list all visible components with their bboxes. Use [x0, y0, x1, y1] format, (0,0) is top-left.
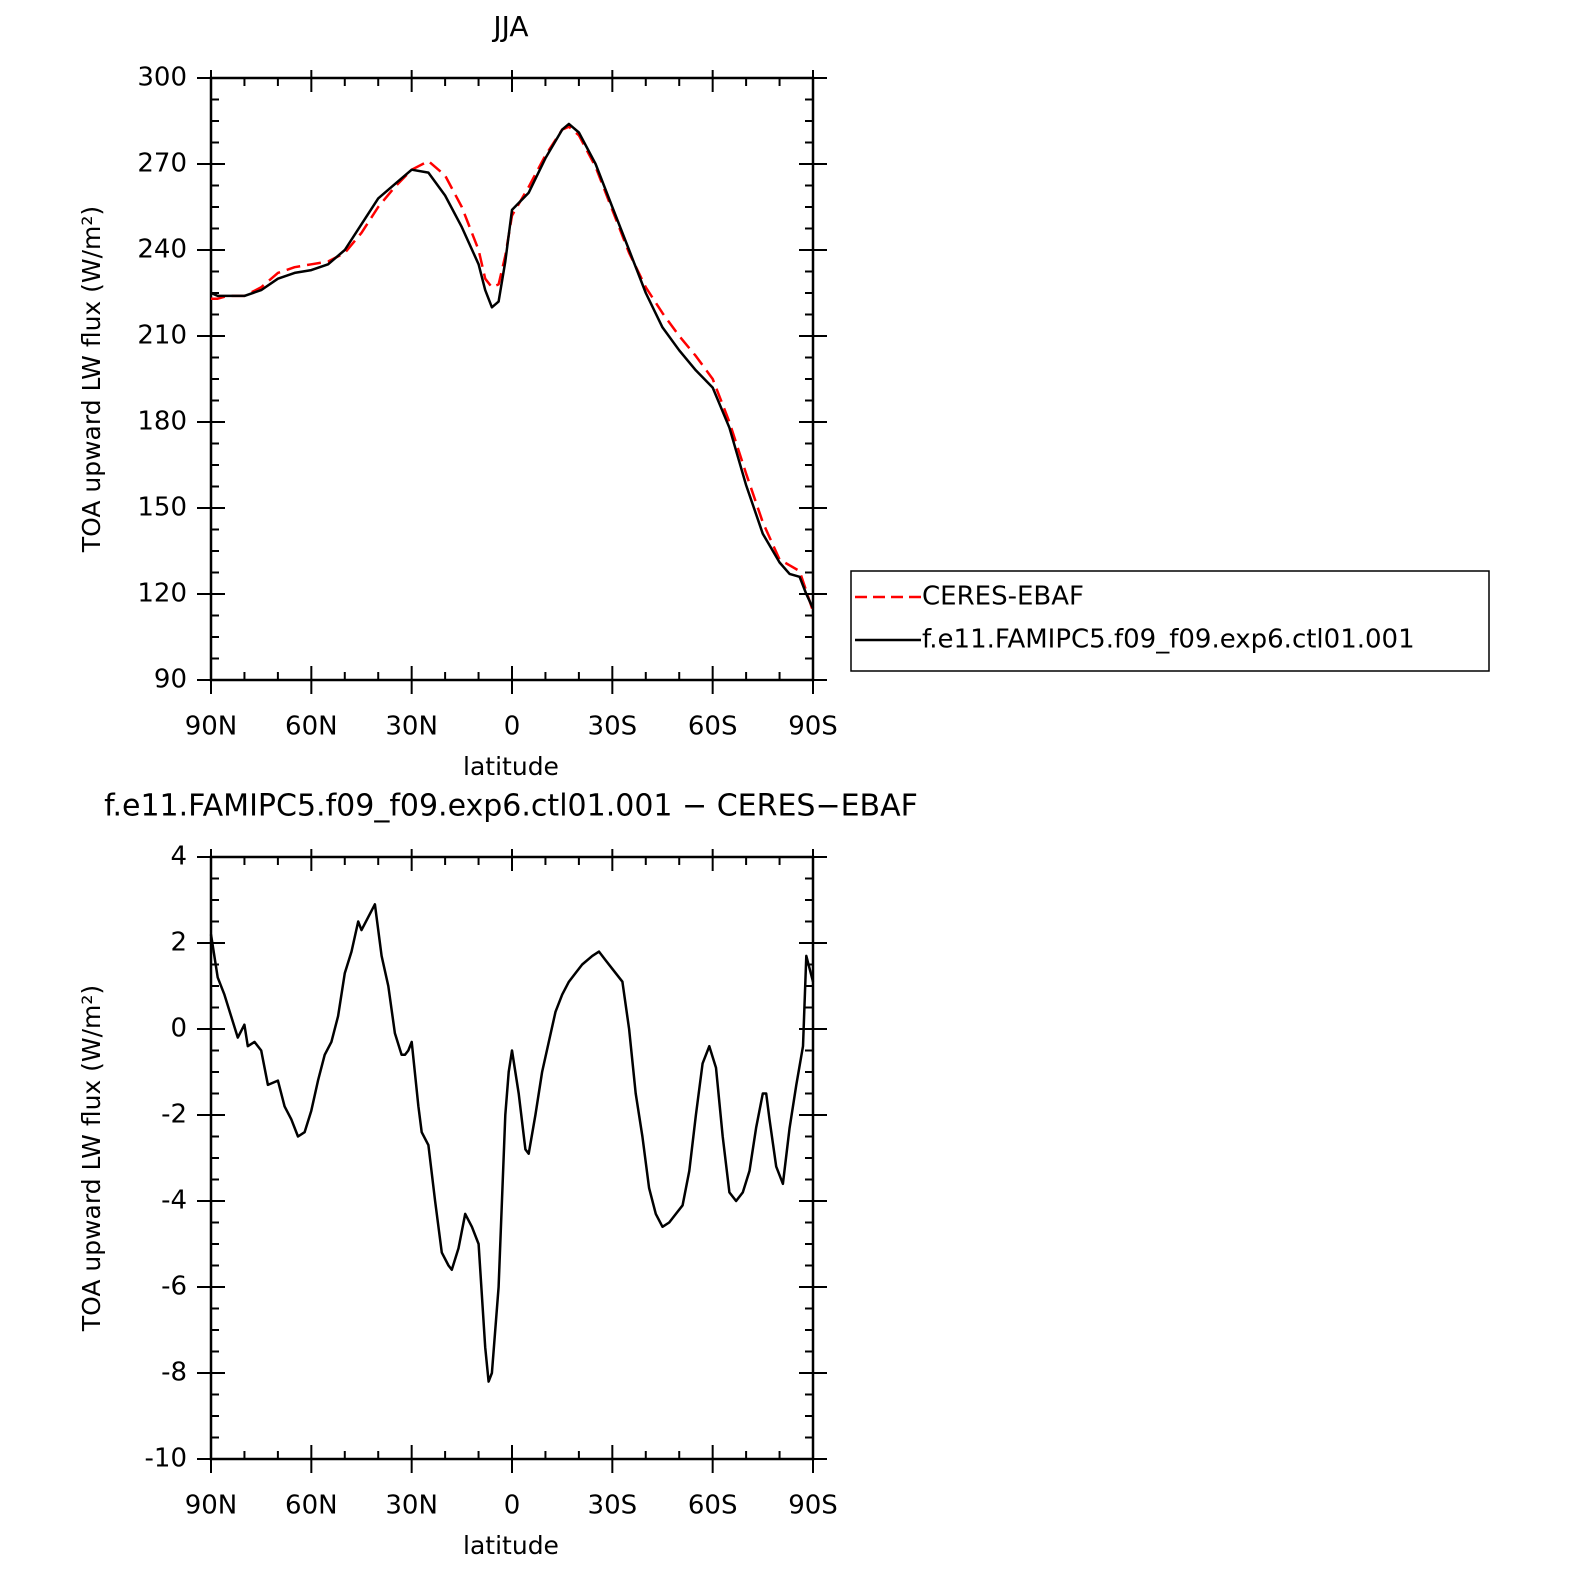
y-tick-label: -4: [161, 1186, 187, 1216]
y-tick-label: 180: [137, 407, 187, 437]
x-tick-label: 90S: [788, 712, 838, 742]
x-tick-label: 90N: [185, 1491, 238, 1521]
y-tick-label: -8: [161, 1358, 187, 1388]
y-tick-label: 2: [170, 928, 187, 958]
x-axis-label: latitude: [463, 1531, 559, 1560]
plot-frame: [209, 855, 815, 1461]
y-tick-label: 300: [137, 63, 187, 93]
x-tick-label: 30S: [588, 1491, 638, 1521]
x-tick-label: 0: [504, 1491, 521, 1521]
legend-box: [850, 570, 1490, 672]
x-tick-label: 90S: [788, 1491, 838, 1521]
y-tick-label: -6: [161, 1272, 187, 1302]
x-tick-label: 60S: [688, 1491, 738, 1521]
y-tick-label: 90: [154, 665, 187, 695]
y-tick-label: 270: [137, 149, 187, 179]
y-tick-label: -2: [161, 1100, 187, 1130]
legend-label: f.e11.FAMIPC5.f09_f09.exp6.ctl01.001: [922, 625, 1415, 655]
x-axis-label: latitude: [463, 752, 559, 781]
y-tick-label: -10: [145, 1444, 187, 1474]
y-tick-label: 240: [137, 235, 187, 265]
y-axis-label: TOA upward LW flux (W/m²): [77, 985, 106, 1332]
series-line: [211, 125, 815, 612]
chart-title: f.e11.FAMIPC5.f09_f09.exp6.ctl01.001 − C…: [104, 789, 918, 824]
x-tick-label: 30N: [385, 1491, 438, 1521]
series-line: [209, 903, 815, 1383]
legend-label: CERES-EBAF: [922, 582, 1084, 612]
x-tick-label: 90N: [185, 712, 238, 742]
x-tick-label: 30S: [588, 712, 638, 742]
x-tick-label: 0: [504, 712, 521, 742]
series-line: [210, 122, 815, 609]
y-tick-label: 120: [137, 579, 187, 609]
x-tick-label: 60S: [688, 712, 738, 742]
y-axis-label: TOA upward LW flux (W/m²): [77, 206, 106, 553]
x-tick-label: 60N: [285, 712, 338, 742]
y-tick-label: 210: [137, 321, 187, 351]
x-tick-label: 30N: [385, 712, 438, 742]
y-tick-label: 4: [170, 842, 187, 872]
y-tick-label: 150: [137, 493, 187, 523]
y-tick-label: 0: [170, 1014, 187, 1044]
x-tick-label: 60N: [285, 1491, 338, 1521]
chart-title: JJA: [491, 10, 528, 43]
plot-frame: [209, 76, 815, 682]
